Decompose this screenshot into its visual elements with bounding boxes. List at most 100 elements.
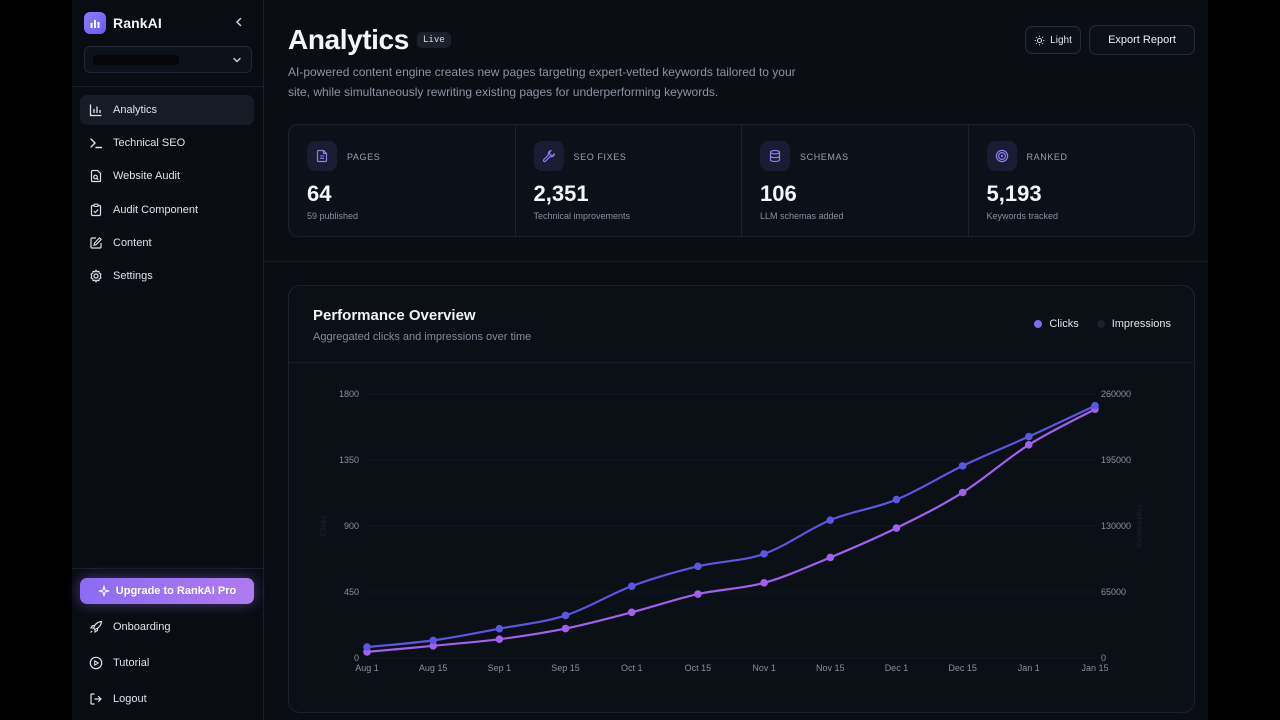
sidebar-divider	[72, 86, 263, 87]
collapse-sidebar-button[interactable]	[232, 15, 246, 29]
bar-chart-icon	[89, 104, 102, 117]
x-tick-label: Nov 1	[752, 663, 776, 673]
page-description: AI-powered content engine creates new pa…	[288, 65, 796, 99]
y-left-tick-label: 1800	[339, 389, 359, 399]
stat-label: RANKED	[1026, 152, 1068, 162]
file-text-icon	[307, 141, 337, 171]
data-point-impressions	[495, 635, 504, 644]
legend-label: Clicks	[1049, 318, 1079, 330]
x-tick-label: Oct 1	[621, 663, 643, 673]
stat-card-ranked: RANKED 5,193 Keywords tracked	[969, 125, 1195, 236]
rocket-icon	[90, 620, 103, 633]
x-tick-label: Nov 15	[816, 663, 845, 673]
sidebar-nav: Analytics Technical SEO Website Audit Au…	[80, 95, 254, 294]
performance-line-chart: 1800 1350 900 450 0 260000 195000 130000 65000 0 C…	[319, 389, 1144, 673]
legend-dot	[1034, 320, 1043, 328]
data-point-clicks	[627, 582, 636, 590]
sidebar-item-settings[interactable]: Settings	[80, 261, 254, 291]
brand-name: RankAI	[113, 15, 162, 31]
data-point-clicks	[1091, 401, 1099, 410]
stat-subtext: LLM schemas added	[760, 211, 844, 221]
export-report-button[interactable]: Export Report	[1089, 25, 1195, 55]
theme-toggle-label: Light	[1050, 34, 1072, 46]
data-point-clicks	[363, 643, 371, 651]
file-search-icon	[90, 170, 102, 183]
page-title: Analytics	[288, 24, 409, 55]
data-point-clicks	[826, 516, 835, 524]
upgrade-button[interactable]: Upgrade to RankAI Pro	[80, 578, 254, 604]
data-point-clicks	[760, 550, 768, 558]
legend-item-impressions[interactable]: Impressions	[1096, 318, 1171, 330]
data-point-impressions	[429, 642, 437, 650]
chevron-down-icon	[233, 57, 241, 63]
x-tick-label: Dec 15	[948, 663, 977, 673]
stat-label: SEO FIXES	[573, 152, 627, 162]
sidebar-item-label: Website Audit	[113, 170, 181, 183]
data-point-impressions	[826, 553, 835, 562]
play-circle-icon	[89, 656, 103, 670]
x-tick-label: Jan 15	[1081, 663, 1108, 673]
legend-item-clicks[interactable]: Clicks	[1034, 318, 1079, 330]
stat-subtext: 59 published	[307, 211, 359, 221]
clipboard-check-icon	[90, 203, 102, 216]
upgrade-label: Upgrade to RankAI Pro	[115, 585, 237, 597]
workspace-name-redacted	[93, 54, 179, 65]
sidebar-item-onboarding[interactable]: Onboarding	[80, 612, 254, 642]
stats-row: PAGES 64 59 published SEO FIXES 2,351 Te…	[288, 124, 1195, 237]
chevron-left-icon	[235, 17, 242, 27]
x-tick-label: Oct 15	[685, 663, 712, 673]
wrench-icon	[533, 141, 564, 171]
brand[interactable]: RankAI	[72, 0, 263, 46]
sidebar-item-technical-seo[interactable]: Technical SEO	[80, 128, 254, 158]
card-divider	[289, 362, 1194, 363]
y-left-tick-label: 1350	[339, 455, 359, 465]
sidebar-item-logout[interactable]: Logout	[80, 684, 254, 714]
series-line-impressions	[366, 408, 1096, 654]
target-icon	[986, 141, 1017, 171]
performance-title: Performance Overview	[313, 307, 476, 324]
stat-card-pages: PAGES 64 59 published	[289, 125, 516, 236]
x-tick-label: Dec 1	[885, 663, 909, 673]
data-point-impressions	[561, 624, 570, 633]
y-right-tick-label: 0	[1101, 653, 1106, 663]
data-point-impressions	[892, 524, 901, 532]
sidebar-item-tutorial[interactable]: Tutorial	[80, 648, 254, 678]
sidebar-item-label: Tutorial	[113, 657, 150, 669]
gear-icon	[90, 269, 102, 283]
data-point-impressions	[627, 608, 636, 617]
stat-label: SCHEMAS	[800, 152, 849, 162]
stat-label: PAGES	[347, 152, 381, 162]
y-left-tick-label: 0	[354, 653, 359, 663]
sidebar-item-label: Analytics	[113, 104, 158, 116]
x-tick-label: Aug 1	[355, 663, 379, 673]
data-point-clicks	[1025, 432, 1033, 441]
theme-toggle-button[interactable]: Light	[1025, 26, 1081, 54]
main-content: Analytics Live AI-powered content engine…	[264, 0, 1208, 720]
sidebar-item-label: Settings	[113, 269, 153, 282]
x-tick-label: Jan 1	[1018, 663, 1040, 673]
data-point-clicks	[694, 562, 702, 571]
sidebar-bottom-nav: Onboarding Tutorial Logout	[80, 612, 254, 720]
stat-value: 5,193	[986, 181, 1042, 206]
stat-value: 106	[760, 181, 797, 206]
performance-subtitle: Aggregated clicks and impressions over t…	[313, 331, 532, 343]
x-tick-label: Aug 15	[419, 663, 448, 673]
sidebar-item-website-audit[interactable]: Website Audit	[80, 161, 254, 191]
y-right-tick-label: 195000	[1101, 455, 1131, 465]
sidebar-item-content[interactable]: Content	[80, 228, 254, 258]
data-point-clicks	[958, 462, 967, 470]
sidebar-item-label: Content	[113, 236, 152, 249]
series-line-clicks	[366, 404, 1096, 649]
sidebar-item-analytics[interactable]: Analytics	[80, 95, 254, 125]
logout-icon	[90, 693, 102, 705]
y-right-tick-label: 65000	[1101, 587, 1126, 597]
legend-label: Impressions	[1111, 318, 1171, 330]
y-left-tick-label: 900	[344, 521, 359, 531]
sidebar-item-audit-component[interactable]: Audit Component	[80, 195, 254, 225]
live-badge: Live	[417, 32, 451, 48]
workspace-select[interactable]	[84, 46, 252, 73]
y-left-axis-title: Clicks	[319, 515, 328, 536]
sidebar-divider	[72, 568, 263, 569]
sidebar: RankAI Analytics Technical SEO Website A…	[72, 0, 264, 720]
y-right-tick-label: 260000	[1101, 389, 1131, 399]
